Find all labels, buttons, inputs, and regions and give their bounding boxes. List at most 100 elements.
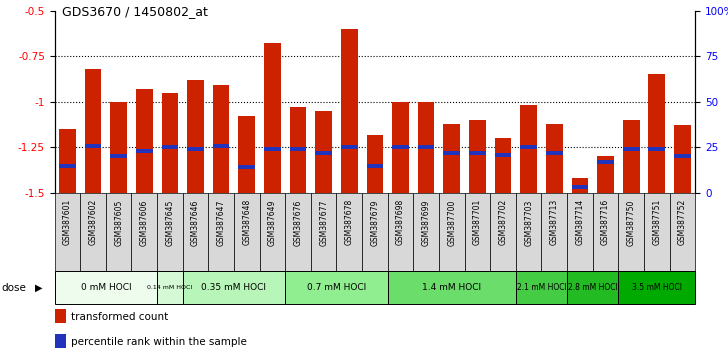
Bar	[80, 193, 106, 271]
Bar	[516, 271, 567, 304]
Bar	[597, 156, 614, 193]
Text: ▶: ▶	[35, 282, 42, 293]
Bar	[264, 44, 281, 193]
Bar	[55, 334, 66, 348]
Text: 3.5 mM HOCl: 3.5 mM HOCl	[632, 283, 682, 292]
Bar	[111, 102, 127, 193]
Bar	[546, 124, 563, 193]
Text: GSM387645: GSM387645	[165, 199, 175, 246]
Bar	[392, 102, 409, 193]
Bar	[567, 271, 618, 304]
Text: 2.8 mM HOCl: 2.8 mM HOCl	[568, 283, 617, 292]
Text: GSM387703: GSM387703	[524, 199, 533, 246]
Text: 0.35 mM HOCl: 0.35 mM HOCl	[202, 283, 266, 292]
Text: GSM387601: GSM387601	[63, 199, 72, 245]
Bar	[439, 193, 464, 271]
Bar	[597, 160, 614, 164]
Text: GSM387649: GSM387649	[268, 199, 277, 246]
Text: GSM387648: GSM387648	[242, 199, 251, 245]
Bar	[392, 145, 409, 149]
Bar	[183, 271, 285, 304]
Text: GSM387679: GSM387679	[371, 199, 379, 246]
Bar	[162, 145, 178, 149]
Bar	[341, 145, 357, 149]
Bar	[239, 165, 255, 170]
Bar	[264, 147, 281, 151]
Bar	[341, 29, 357, 193]
Bar	[362, 193, 388, 271]
Bar	[414, 193, 439, 271]
Text: GSM387605: GSM387605	[114, 199, 123, 246]
Bar	[542, 193, 567, 271]
Bar	[388, 271, 516, 304]
Bar	[213, 85, 229, 193]
Text: GSM387698: GSM387698	[396, 199, 405, 245]
Bar	[623, 120, 639, 193]
Bar	[84, 143, 101, 148]
Text: GSM387678: GSM387678	[345, 199, 354, 245]
Bar	[567, 193, 593, 271]
Bar	[59, 129, 76, 193]
Text: GSM387606: GSM387606	[140, 199, 149, 246]
Bar	[593, 193, 618, 271]
Bar	[260, 193, 285, 271]
Text: GSM387713: GSM387713	[550, 199, 559, 245]
Bar	[183, 193, 208, 271]
Text: GSM387750: GSM387750	[627, 199, 636, 246]
Bar	[59, 164, 76, 167]
Bar	[443, 151, 460, 155]
Text: 0 mM HOCl: 0 mM HOCl	[81, 283, 131, 292]
Bar	[443, 124, 460, 193]
Bar	[618, 193, 644, 271]
Bar	[55, 309, 66, 323]
Bar	[187, 147, 204, 151]
Bar	[649, 74, 665, 193]
Bar	[136, 89, 153, 193]
Text: dose: dose	[1, 282, 26, 293]
Bar	[315, 111, 332, 193]
Bar	[157, 271, 183, 304]
Text: GSM387700: GSM387700	[447, 199, 456, 246]
Text: 0.14 mM HOCl: 0.14 mM HOCl	[147, 285, 192, 290]
Bar	[367, 164, 383, 167]
Bar	[136, 149, 153, 153]
Bar	[239, 116, 255, 193]
Bar	[213, 143, 229, 148]
Bar	[285, 193, 311, 271]
Text: GSM387602: GSM387602	[89, 199, 98, 245]
Bar	[285, 271, 388, 304]
Bar	[162, 93, 178, 193]
Text: 0.7 mM HOCl: 0.7 mM HOCl	[307, 283, 366, 292]
Bar	[367, 135, 383, 193]
Bar	[495, 138, 511, 193]
Bar	[521, 145, 537, 149]
Bar	[290, 107, 306, 193]
Bar	[618, 271, 695, 304]
Bar	[623, 147, 639, 151]
Bar	[469, 120, 486, 193]
Bar	[464, 193, 490, 271]
Bar	[495, 153, 511, 157]
Text: GSM387646: GSM387646	[191, 199, 200, 246]
Bar	[571, 178, 588, 193]
Bar	[315, 151, 332, 155]
Text: GSM387677: GSM387677	[319, 199, 328, 246]
Bar	[546, 151, 563, 155]
Bar	[674, 154, 691, 159]
Bar	[490, 193, 516, 271]
Text: 1.4 mM HOCl: 1.4 mM HOCl	[422, 283, 481, 292]
Text: 2.1 mM HOCl: 2.1 mM HOCl	[517, 283, 566, 292]
Bar	[670, 193, 695, 271]
Bar	[311, 193, 336, 271]
Text: GSM387702: GSM387702	[499, 199, 507, 245]
Text: GSM387752: GSM387752	[678, 199, 687, 245]
Bar	[55, 193, 80, 271]
Text: GDS3670 / 1450802_at: GDS3670 / 1450802_at	[62, 5, 207, 18]
Bar	[187, 80, 204, 193]
Text: GSM387716: GSM387716	[601, 199, 610, 245]
Bar	[674, 125, 691, 193]
Bar	[106, 193, 132, 271]
Bar	[234, 193, 260, 271]
Text: transformed count: transformed count	[71, 312, 168, 322]
Bar	[132, 193, 157, 271]
